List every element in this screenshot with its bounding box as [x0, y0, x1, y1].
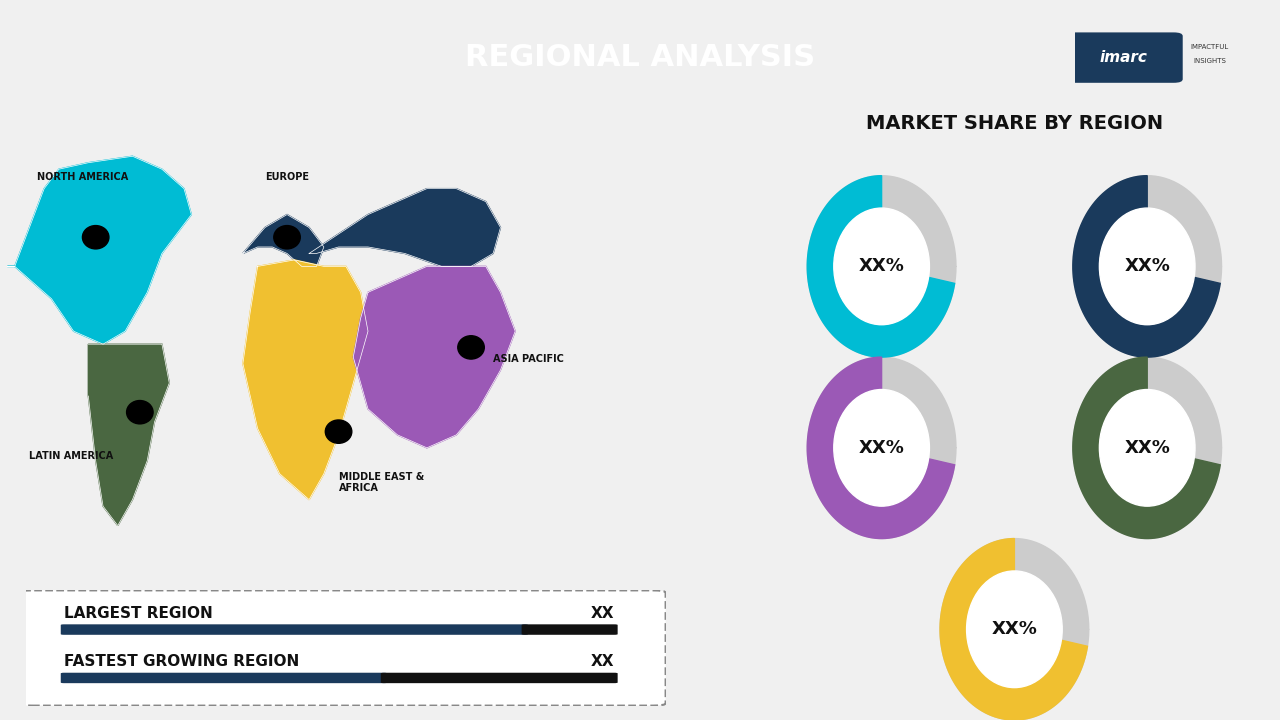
Circle shape	[82, 225, 109, 249]
Text: XX%: XX%	[859, 439, 905, 457]
Circle shape	[274, 225, 301, 249]
Text: IMPACTFUL: IMPACTFUL	[1190, 44, 1229, 50]
Circle shape	[325, 420, 352, 444]
FancyBboxPatch shape	[61, 624, 529, 635]
Text: XX%: XX%	[859, 258, 905, 276]
Polygon shape	[808, 357, 955, 539]
Circle shape	[1100, 390, 1196, 506]
Circle shape	[966, 571, 1062, 688]
Text: FASTEST GROWING REGION: FASTEST GROWING REGION	[64, 654, 300, 670]
Polygon shape	[808, 176, 955, 357]
Polygon shape	[243, 260, 369, 500]
FancyBboxPatch shape	[19, 590, 666, 706]
Text: LATIN AMERICA: LATIN AMERICA	[29, 451, 114, 461]
Polygon shape	[353, 266, 515, 448]
Text: XX%: XX%	[992, 620, 1037, 638]
Text: EUROPE: EUROPE	[265, 172, 308, 182]
Polygon shape	[88, 344, 169, 526]
Text: LARGEST REGION: LARGEST REGION	[64, 606, 212, 621]
Circle shape	[833, 390, 929, 506]
Polygon shape	[940, 539, 1088, 720]
Text: MARKET SHARE BY REGION: MARKET SHARE BY REGION	[865, 114, 1164, 133]
FancyBboxPatch shape	[381, 672, 618, 683]
Text: REGIONAL ANALYSIS: REGIONAL ANALYSIS	[465, 43, 815, 72]
FancyBboxPatch shape	[61, 672, 618, 683]
Polygon shape	[808, 176, 956, 357]
FancyBboxPatch shape	[61, 672, 388, 683]
FancyBboxPatch shape	[1066, 32, 1183, 83]
Text: XX: XX	[591, 654, 614, 670]
Text: XX: XX	[591, 606, 614, 621]
Polygon shape	[940, 539, 1089, 720]
Text: INSIGHTS: INSIGHTS	[1193, 58, 1226, 64]
FancyBboxPatch shape	[61, 624, 618, 635]
Text: ASIA PACIFIC: ASIA PACIFIC	[493, 354, 564, 364]
Circle shape	[1100, 208, 1196, 325]
Polygon shape	[1073, 176, 1221, 357]
Polygon shape	[1073, 357, 1220, 539]
FancyBboxPatch shape	[522, 624, 618, 635]
Text: XX%: XX%	[1124, 258, 1170, 276]
Text: MIDDLE EAST &
AFRICA: MIDDLE EAST & AFRICA	[338, 472, 424, 493]
Polygon shape	[8, 156, 192, 344]
Circle shape	[458, 336, 484, 359]
Circle shape	[833, 208, 929, 325]
Text: NORTH AMERICA: NORTH AMERICA	[37, 172, 128, 182]
Polygon shape	[243, 215, 324, 266]
Circle shape	[127, 400, 154, 424]
Polygon shape	[808, 357, 956, 539]
Text: XX%: XX%	[1124, 439, 1170, 457]
Polygon shape	[1073, 176, 1220, 357]
Polygon shape	[1073, 357, 1221, 539]
Polygon shape	[310, 189, 500, 266]
Text: imarc: imarc	[1100, 50, 1148, 65]
